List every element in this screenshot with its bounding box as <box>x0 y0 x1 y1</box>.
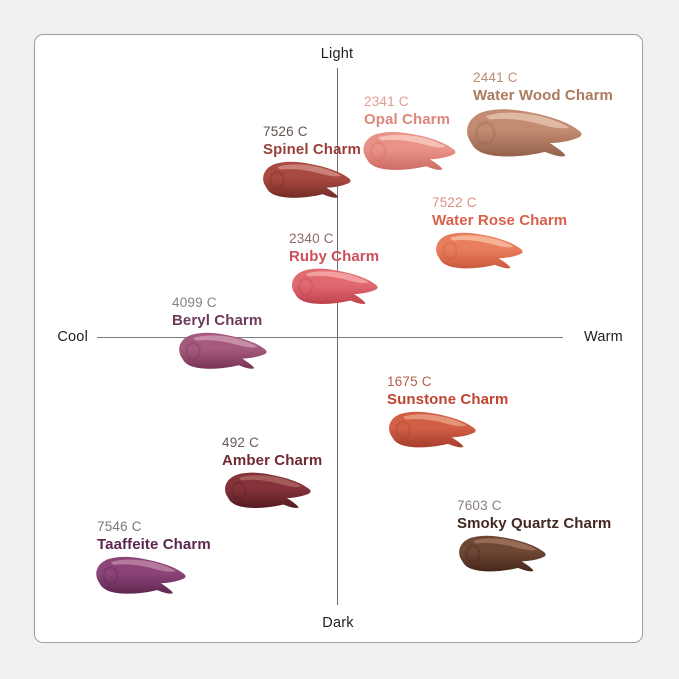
lip-gloss-swatch-icon <box>436 232 523 269</box>
shade-name: Sunstone Charm <box>387 391 509 408</box>
lip-gloss-swatch-icon <box>389 411 476 448</box>
shade-name: Spinel Charm <box>263 141 361 158</box>
shade-name: Opal Charm <box>364 111 451 128</box>
shade-code: 492 C <box>222 435 260 450</box>
shade-code: 2341 C <box>364 94 409 109</box>
vertical-axis-line <box>337 68 338 605</box>
shade-item: 4099 C Beryl Charm <box>172 294 270 373</box>
shade-code: 7603 C <box>457 498 502 513</box>
shade-code: 2441 C <box>473 70 518 85</box>
shade-name: Amber Charm <box>222 452 323 469</box>
shade-code: 4099 C <box>172 295 217 310</box>
lip-gloss-swatch-icon <box>363 131 456 170</box>
lip-gloss-swatch-icon <box>263 161 351 198</box>
shade-name: Taaffeite Charm <box>97 536 211 553</box>
axis-label-cool: Cool <box>57 329 88 345</box>
shade-item: 7603 C Smoky Quartz Charm <box>457 497 611 575</box>
shade-item: 2340 C Ruby Charm <box>289 230 381 308</box>
shade-item: 1675 C Sunstone Charm <box>387 373 508 451</box>
shade-item: 7526 C Spinel Charm <box>263 123 361 202</box>
lip-gloss-swatch-icon <box>292 268 378 304</box>
shade-code: 7522 C <box>432 195 477 210</box>
shade-item: 7546 C Taaffeite Charm <box>96 518 211 598</box>
shade-code: 7526 C <box>263 124 308 139</box>
shade-item: 2441 C Water Wood Charm <box>467 69 613 162</box>
shade-code: 1675 C <box>387 374 432 389</box>
axis-label-dark: Dark <box>322 615 354 631</box>
shade-name: Ruby Charm <box>289 248 380 265</box>
shade-name: Beryl Charm <box>172 312 263 329</box>
shade-name: Water Rose Charm <box>432 212 568 229</box>
shade-item: 7522 C Water Rose Charm <box>432 194 567 272</box>
lip-gloss-swatch-icon <box>225 472 311 508</box>
lip-gloss-swatch-icon <box>467 109 582 157</box>
shade-name: Smoky Quartz Charm <box>457 515 612 532</box>
shade-code: 2340 C <box>289 231 334 246</box>
shade-code: 7546 C <box>97 519 142 534</box>
axis-label-light: Light <box>320 46 354 62</box>
lip-gloss-swatch-icon <box>459 535 546 572</box>
axis-label-warm: Warm <box>584 329 623 345</box>
shade-name: Water Wood Charm <box>473 87 613 104</box>
lip-gloss-swatch-icon <box>96 556 186 594</box>
shade-item: 2341 C Opal Charm <box>363 93 459 174</box>
horizontal-axis-line <box>97 337 563 338</box>
lip-gloss-swatch-icon <box>179 332 267 369</box>
shade-item: 492 C Amber Charm <box>222 434 322 512</box>
